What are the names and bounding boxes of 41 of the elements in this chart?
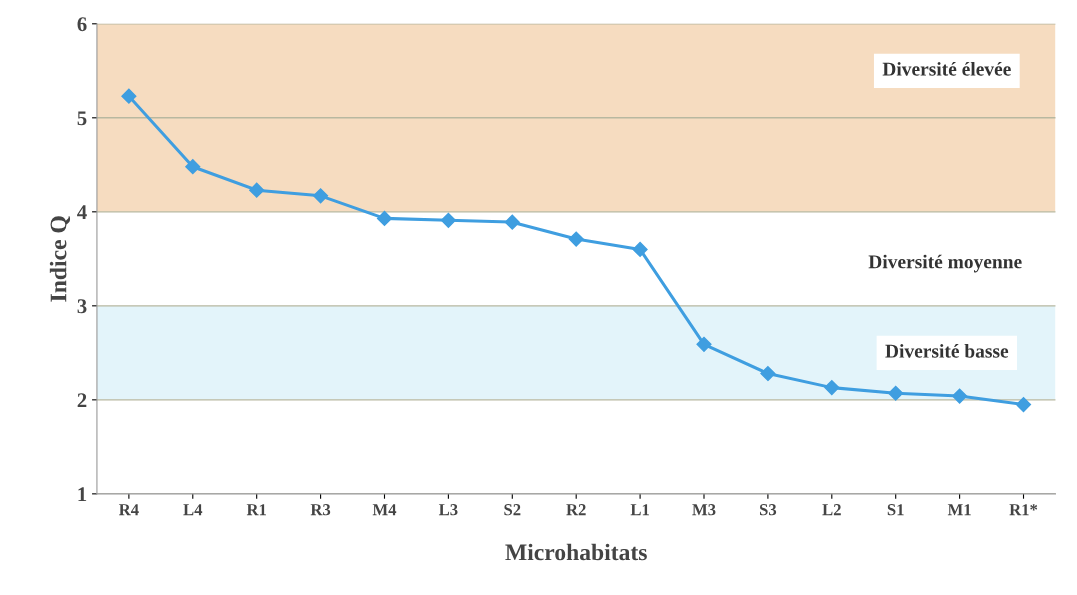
point	[696, 336, 712, 352]
x-axis-title: Microhabitats	[505, 543, 647, 561]
y-tick-label: 1	[78, 487, 87, 502]
point	[121, 88, 137, 104]
band-label: Diversité basse	[885, 344, 1009, 358]
point	[504, 214, 520, 230]
x-tick-label: S1	[887, 504, 904, 516]
point	[952, 388, 968, 404]
x-tick-label: M1	[947, 504, 971, 516]
y-tick-label: 5	[77, 111, 87, 126]
point	[440, 212, 456, 228]
point	[376, 210, 393, 226]
annotation: Diversité moyenne	[868, 254, 1022, 273]
point	[760, 365, 776, 382]
y-tick-label: 2	[77, 393, 87, 408]
x-tick-label: L1	[630, 504, 649, 516]
point	[185, 159, 201, 175]
band-label: Diversité élevée	[882, 61, 1011, 76]
x-tick-label: R1*	[1009, 504, 1038, 516]
y-tick-label: 6	[77, 17, 87, 32]
x-tick-label: L4	[183, 504, 203, 516]
point	[249, 182, 265, 198]
x-tick-label: L2	[822, 504, 841, 516]
point	[568, 231, 584, 247]
x-tick-label: R2	[566, 504, 586, 516]
point	[1015, 396, 1032, 413]
point	[824, 380, 840, 396]
x-tick-label: M4	[372, 504, 397, 516]
x-tick-label: R1	[246, 504, 267, 516]
x-tick-label: S3	[759, 504, 777, 516]
x-tick-label: R3	[310, 504, 331, 516]
x-tick-label: L3	[438, 504, 458, 516]
x-tick-label: R4	[118, 504, 139, 516]
point	[313, 188, 329, 204]
y-tick-label: 4	[77, 205, 87, 220]
point	[632, 241, 648, 257]
x-tick-label: M3	[692, 504, 716, 516]
y-axis-title: Indice Q	[49, 216, 71, 302]
x-tick-label: S2	[504, 504, 521, 516]
y-tick-label: 3	[77, 299, 87, 314]
point	[888, 385, 904, 401]
